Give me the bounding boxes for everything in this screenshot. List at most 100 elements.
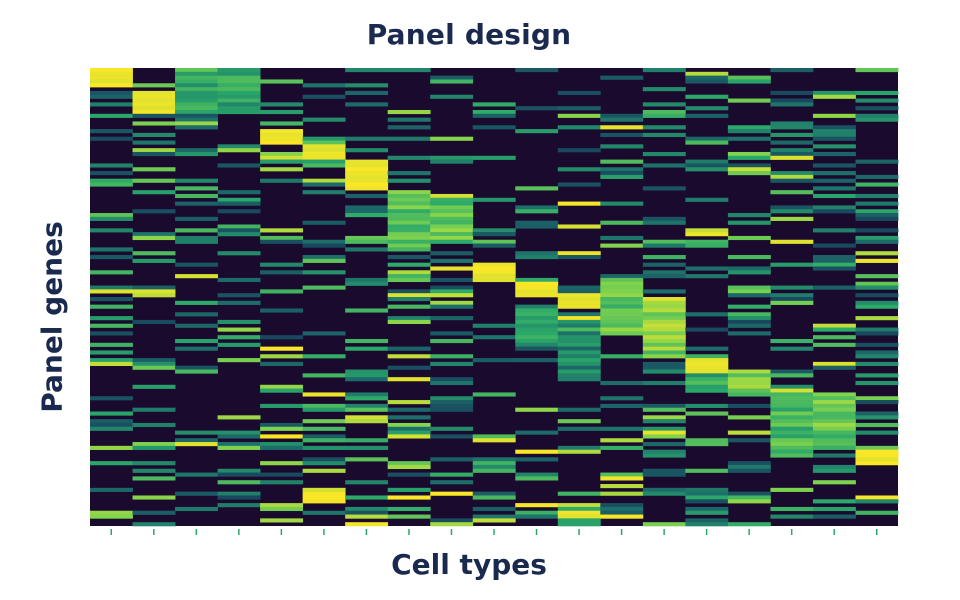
heatmap-cell xyxy=(345,83,389,88)
heatmap-cell xyxy=(642,407,686,412)
heatmap-cell xyxy=(387,197,431,202)
heatmap-cell xyxy=(642,403,686,408)
heatmap-cell xyxy=(770,411,814,416)
heatmap-cell xyxy=(430,480,474,485)
heatmap-cell xyxy=(217,224,261,229)
heatmap-cell xyxy=(302,438,346,443)
heatmap-cell xyxy=(812,205,856,210)
heatmap-cell xyxy=(132,83,176,88)
heatmap-cell xyxy=(642,270,686,275)
heatmap-cell xyxy=(217,144,261,149)
heatmap-cell xyxy=(685,106,729,111)
heatmap-cell xyxy=(472,228,516,233)
heatmap-cell xyxy=(557,522,601,527)
heatmap-cell xyxy=(515,319,559,325)
heatmap-cell xyxy=(855,209,899,214)
heatmap-cell xyxy=(302,468,346,473)
heatmap-cell xyxy=(90,445,133,450)
heatmap-cell xyxy=(175,68,218,73)
heatmap-cell xyxy=(727,468,771,473)
heatmap-cell xyxy=(600,235,644,241)
heatmap-cell xyxy=(727,464,771,470)
heatmap-cell xyxy=(90,71,133,76)
heatmap-cell xyxy=(685,274,729,279)
heatmap-cell xyxy=(217,251,261,256)
heatmap-cell xyxy=(557,445,601,450)
heatmap-cell xyxy=(642,132,686,137)
heatmap-cell xyxy=(90,83,133,88)
heatmap-cell xyxy=(600,289,644,294)
heatmap-cell xyxy=(727,373,771,378)
heatmap-cell xyxy=(260,384,304,389)
heatmap-cell xyxy=(175,87,218,92)
heatmap-cell xyxy=(175,262,218,267)
heatmap-cell xyxy=(302,426,346,431)
heatmap-cell xyxy=(90,213,133,218)
heatmap-cell xyxy=(430,380,474,386)
heatmap-cell xyxy=(557,297,601,302)
heatmap-cell xyxy=(430,213,474,218)
heatmap-cell xyxy=(387,514,431,519)
heatmap-cell xyxy=(685,506,729,512)
heatmap-cell xyxy=(770,262,814,267)
heatmap-cell xyxy=(345,392,389,397)
heatmap-cell xyxy=(515,449,559,454)
heatmap-cell xyxy=(302,354,346,359)
heatmap-cell xyxy=(430,304,474,309)
heatmap-cell xyxy=(90,285,133,290)
heatmap-cell xyxy=(387,377,431,382)
heatmap-cell xyxy=(132,365,176,370)
heatmap-cell xyxy=(132,121,176,126)
heatmap-cell xyxy=(302,331,346,336)
heatmap-cell xyxy=(600,396,644,401)
heatmap-cell xyxy=(90,182,133,187)
heatmap-cell xyxy=(260,235,304,241)
heatmap-cell xyxy=(260,132,304,137)
heatmap-cell xyxy=(770,419,814,424)
heatmap-cell xyxy=(430,457,474,462)
heatmap-cell xyxy=(600,75,644,80)
heatmap-cell xyxy=(855,499,899,504)
heatmap-cell xyxy=(387,461,431,466)
heatmap-cell xyxy=(600,445,644,450)
heatmap-cell xyxy=(727,331,771,336)
heatmap-cell xyxy=(387,232,431,237)
heatmap-cell xyxy=(345,209,389,214)
heatmap-cell xyxy=(260,155,304,160)
heatmap-cell xyxy=(472,506,516,512)
heatmap-cell xyxy=(855,300,899,305)
heatmap-cell xyxy=(430,216,474,221)
heatmap-cell xyxy=(132,235,176,241)
heatmap-cell xyxy=(217,277,261,283)
heatmap-cell xyxy=(557,125,601,130)
heatmap-cell xyxy=(515,323,559,328)
heatmap-cell xyxy=(260,308,304,313)
heatmap-cell xyxy=(430,75,474,80)
heatmap-cell xyxy=(685,438,729,443)
heatmap-cell xyxy=(812,365,856,370)
heatmap-cell xyxy=(387,209,431,214)
heatmap-cell xyxy=(557,201,601,206)
heatmap-cell xyxy=(90,514,133,519)
heatmap-cell xyxy=(812,144,856,149)
heatmap-cell xyxy=(557,289,601,294)
heatmap-cell xyxy=(90,396,133,401)
heatmap-cell xyxy=(727,392,771,397)
heatmap-cell xyxy=(600,132,644,137)
heatmap-cell xyxy=(642,243,686,248)
heatmap-cell xyxy=(260,79,304,84)
heatmap-cell xyxy=(515,331,559,336)
heatmap-cell xyxy=(132,251,176,256)
heatmap-cell xyxy=(472,468,516,473)
heatmap-cell xyxy=(727,495,771,500)
heatmap-cell xyxy=(812,243,856,248)
heatmap-cell xyxy=(387,262,431,267)
heatmap-cell xyxy=(685,361,729,366)
heatmap-cell xyxy=(855,415,899,420)
heatmap-cell xyxy=(302,148,346,153)
heatmap-cell xyxy=(770,338,814,344)
heatmap-cell xyxy=(770,506,814,512)
heatmap-cell xyxy=(217,201,261,206)
heatmap-cell xyxy=(132,113,176,118)
heatmap-cell xyxy=(217,503,261,508)
